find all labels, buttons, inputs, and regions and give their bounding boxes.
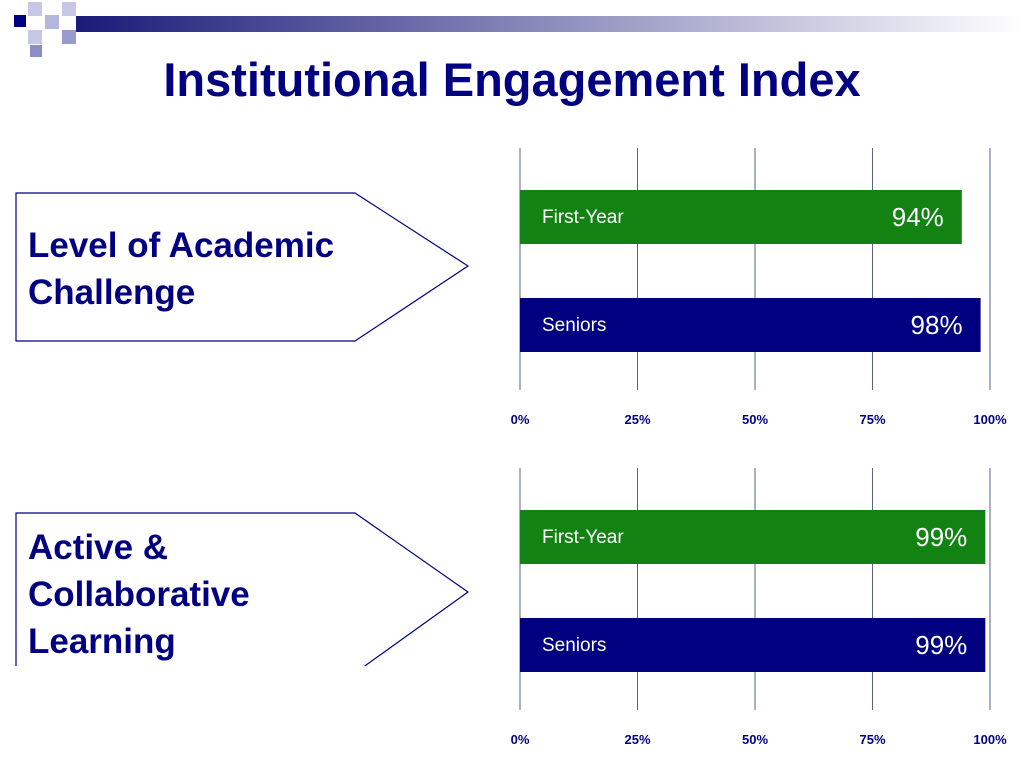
x-tick-label: 75% [859, 732, 885, 747]
bar-value-label: 99% [915, 522, 967, 552]
bar-seniors [520, 618, 986, 672]
deco-square [28, 2, 42, 16]
section-label-line: Collaborative [28, 575, 250, 614]
bar-category-label: Seniors [542, 315, 606, 336]
x-tick-label: 75% [859, 412, 885, 427]
x-tick-label: 50% [742, 412, 768, 427]
deco-square [62, 2, 76, 16]
bar-first-year [520, 510, 986, 564]
engagement-chart-2: 0% 25% 50% 75% 100% First-Year 99% Seniors 99% [511, 468, 1007, 747]
x-tick-label: 100% [973, 732, 1007, 747]
x-tick-label: 100% [973, 412, 1007, 427]
bar-category-label: Seniors [542, 635, 606, 656]
section-label-2: Active & Collaborative Learning [28, 524, 250, 665]
bar-category-label: First-Year [542, 527, 624, 548]
bar-category-label: First-Year [542, 207, 624, 228]
header-gradient-bar [76, 16, 1024, 32]
section-label-line: Challenge [28, 273, 196, 312]
section-arrow-2 [15, 512, 470, 666]
bar-value-label: 99% [915, 630, 967, 660]
deco-square [30, 45, 42, 57]
deco-square [28, 30, 42, 44]
bar-value-label: 94% [892, 202, 944, 232]
section-label-line: Active & [28, 528, 169, 567]
deco-square [62, 30, 76, 44]
section-label-line: Learning [28, 622, 176, 661]
header-decoration [14, 2, 1024, 57]
section-label-line: Level of Academic [28, 226, 335, 265]
deco-square [45, 15, 59, 29]
bar-first-year [520, 190, 962, 244]
section-arrow-1 [15, 192, 470, 342]
x-tick-label: 0% [511, 412, 530, 427]
x-tick-label: 0% [511, 732, 530, 747]
section-label-1: Level of Academic Challenge [28, 222, 334, 316]
x-tick-label: 25% [624, 412, 650, 427]
x-tick-label: 50% [742, 732, 768, 747]
x-tick-label: 25% [624, 732, 650, 747]
engagement-chart-1: 0% 25% 50% 75% 100% First-Year 94% Seniors 98% [511, 148, 1007, 427]
bar-value-label: 98% [911, 310, 963, 340]
deco-square [14, 15, 26, 27]
page-title: Institutional Engagement Index [163, 53, 861, 106]
bar-seniors [520, 298, 981, 352]
